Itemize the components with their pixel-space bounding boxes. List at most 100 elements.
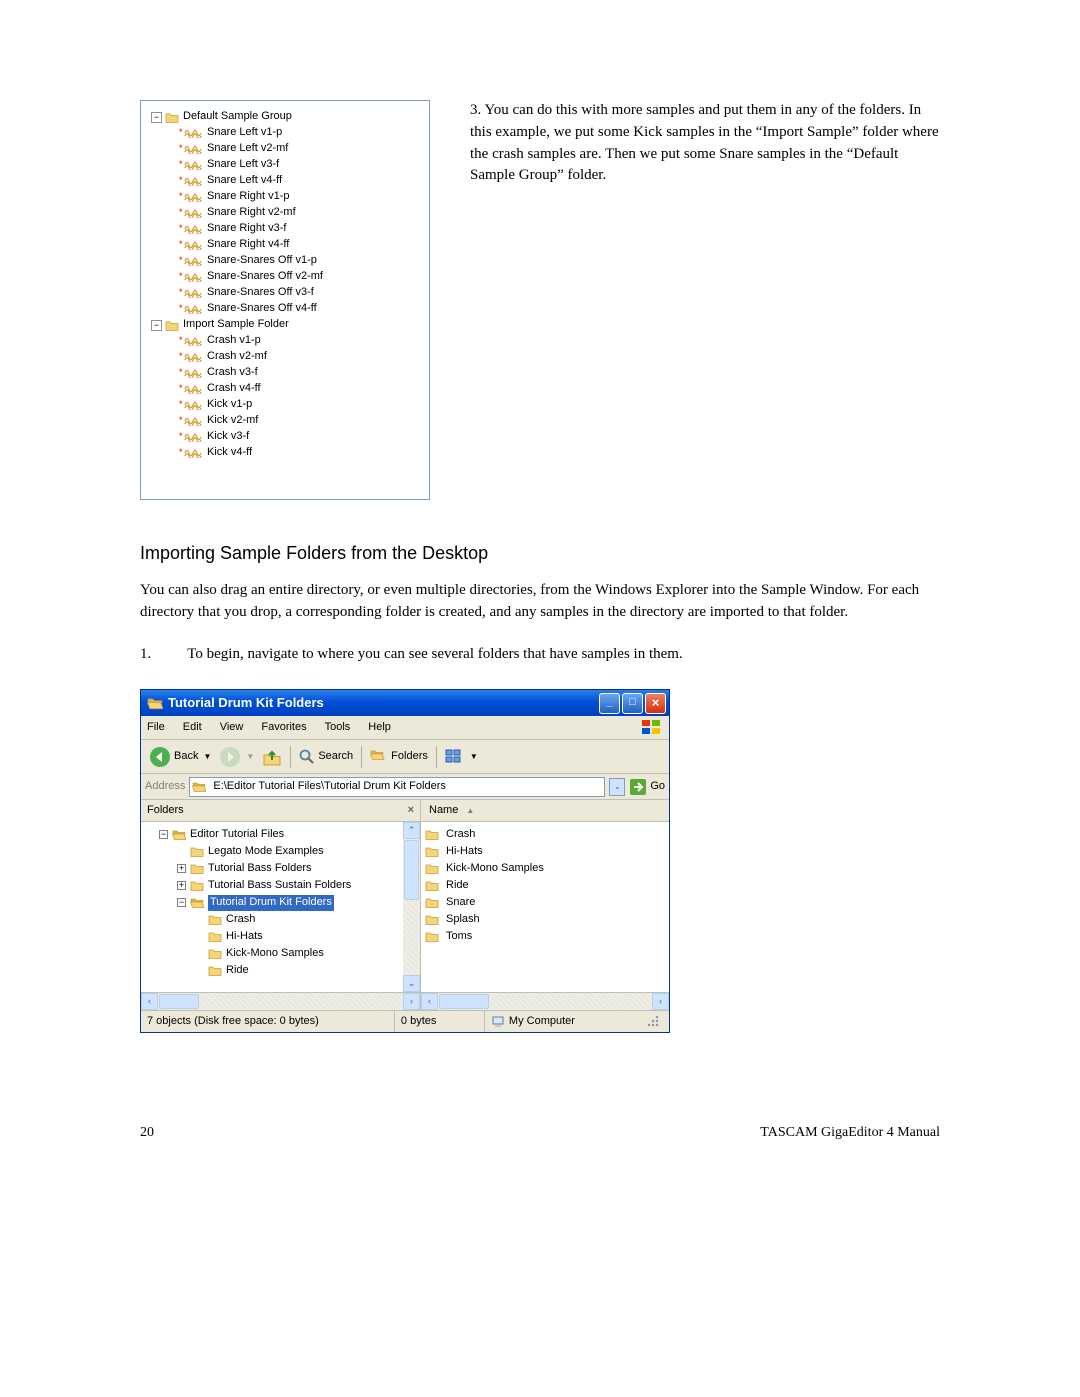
section-heading: Importing Sample Folders from the Deskto… [140,540,940,566]
list-item[interactable]: Hi-Hats [425,843,665,860]
tree-node-label: Kick-Mono Samples [226,946,324,962]
tree-item[interactable]: * Kick v3-f [145,429,425,445]
scroll-right-icon[interactable]: › [403,993,420,1010]
vertical-scrollbar[interactable]: ⌃ ⌄ [403,822,420,992]
tree-row[interactable]: Crash [145,911,403,928]
wave-sample-icon: * [179,158,203,171]
tree-row[interactable]: Hi-Hats [145,928,403,945]
search-icon [299,749,315,765]
tree-item[interactable]: * Snare-Snares Off v3-f [145,285,425,301]
tree-item[interactable]: * Snare Left v1-p [145,125,425,141]
address-field[interactable]: E:\Editor Tutorial Files\Tutorial Drum K… [189,777,605,797]
menu-item[interactable]: File [147,720,165,736]
tree-item[interactable]: * Kick v4-ff [145,445,425,461]
up-button[interactable] [258,746,286,768]
maximize-button[interactable]: □ [622,693,643,714]
menu-item[interactable]: Tools [325,720,351,736]
menu-item[interactable]: Edit [183,720,202,736]
tree-item[interactable]: * Crash v4-ff [145,381,425,397]
tree-item[interactable]: * Crash v2-mf [145,349,425,365]
titlebar[interactable]: Tutorial Drum Kit Folders _ □ × [141,690,669,716]
folder-icon [208,965,222,976]
pane-close-icon[interactable]: × [408,803,414,819]
folder-icon [425,846,439,857]
sort-asc-icon: ▲ [466,805,474,817]
tree-folder[interactable]: − Import Sample Folder [145,317,425,333]
tree-item[interactable]: * Snare-Snares Off v1-p [145,253,425,269]
folder-icon [147,696,163,710]
menu-item[interactable]: View [220,720,244,736]
column-header[interactable]: Name ▲ [421,800,669,822]
menu-item[interactable]: Favorites [261,720,306,736]
tree-item[interactable]: * Kick v1-p [145,397,425,413]
list-item[interactable]: Ride [425,877,665,894]
tree-row[interactable]: Ride [145,962,403,979]
tree-row[interactable]: Legato Mode Examples [145,843,403,860]
menubar: File Edit View Favorites Tools Help [141,716,669,740]
page-number: 20 [140,1123,154,1143]
tree-folder[interactable]: − Default Sample Group [145,109,425,125]
back-button[interactable]: Back▼ [145,744,215,770]
wave-sample-icon: * [179,286,203,299]
folder-icon [425,914,439,925]
tree-row[interactable]: Kick-Mono Samples [145,945,403,962]
tree-item[interactable]: * Snare Left v4-ff [145,173,425,189]
tree-expand-icon[interactable]: − [177,898,186,907]
scroll-down-icon[interactable]: ⌄ [403,975,420,992]
tree-row[interactable]: +Tutorial Bass Folders [145,860,403,877]
tree-item[interactable]: * Crash v1-p [145,333,425,349]
status-location: My Computer [485,1011,669,1032]
wave-sample-icon: * [179,254,203,267]
sample-tree-panel: − Default Sample Group * Snare Left v1-p… [140,100,430,500]
tree-expand-icon[interactable]: + [177,881,186,890]
views-button[interactable]: ▼ [441,747,482,767]
folders-button[interactable]: Folders [366,747,432,767]
minimize-button[interactable]: _ [599,693,620,714]
page-footer: 20 TASCAM GigaEditor 4 Manual [140,1123,940,1143]
close-button[interactable]: × [645,693,666,714]
wave-sample-icon: * [179,142,203,155]
tree-item[interactable]: * Snare Right v3-f [145,221,425,237]
tree-toggle-icon[interactable]: − [151,112,162,123]
horizontal-scrollbar[interactable]: ‹ › [421,993,669,1010]
list-item[interactable]: Crash [425,826,665,843]
tree-item[interactable]: * Crash v3-f [145,365,425,381]
list-item[interactable]: Toms [425,928,665,945]
tree-item[interactable]: * Snare Right v1-p [145,189,425,205]
horizontal-scrollbar[interactable]: ‹ › [141,993,420,1010]
scroll-right-icon[interactable]: › [652,993,669,1010]
tree-item[interactable]: * Snare Right v2-mf [145,205,425,221]
tree-toggle-icon[interactable]: − [151,320,162,331]
tree-item[interactable]: * Snare-Snares Off v4-ff [145,301,425,317]
tree-row[interactable]: +Tutorial Bass Sustain Folders [145,877,403,894]
scroll-up-icon[interactable]: ⌃ [403,822,420,839]
tree-row[interactable]: −Tutorial Drum Kit Folders [145,894,403,911]
tree-item[interactable]: * Kick v2-mf [145,413,425,429]
instruction-paragraph: 3. You can do this with more samples and… [470,100,940,500]
tree-expand-icon[interactable]: + [177,864,186,873]
list-item[interactable]: Splash [425,911,665,928]
tree-expand-icon[interactable]: − [159,830,168,839]
scroll-left-icon[interactable]: ‹ [421,993,438,1010]
scroll-left-icon[interactable]: ‹ [141,993,158,1010]
tree-item-label: Snare-Snares Off v1-p [207,253,317,269]
tree-item[interactable]: * Snare Right v4-ff [145,237,425,253]
address-dropdown[interactable]: ⌄ [609,778,625,796]
tree-item[interactable]: * Snare-Snares Off v2-mf [145,269,425,285]
wave-sample-icon: * [179,206,203,219]
tree-item-label: Snare Left v2-mf [207,141,288,157]
list-item[interactable]: Snare [425,894,665,911]
list-item[interactable]: Kick-Mono Samples [425,860,665,877]
folder-icon [192,781,206,792]
wave-sample-icon: * [179,270,203,283]
menu-item[interactable]: Help [368,720,391,736]
folder-icon [190,863,204,874]
tree-item[interactable]: * Snare Left v3-f [145,157,425,173]
go-button[interactable]: Go [629,778,665,796]
resize-grip-icon[interactable] [647,1015,661,1029]
search-button[interactable]: Search [295,747,357,767]
window-title: Tutorial Drum Kit Folders [168,694,324,713]
tree-item[interactable]: * Snare Left v2-mf [145,141,425,157]
tree-row[interactable]: −Editor Tutorial Files [145,826,403,843]
status-objects: 7 objects (Disk free space: 0 bytes) [141,1011,395,1032]
